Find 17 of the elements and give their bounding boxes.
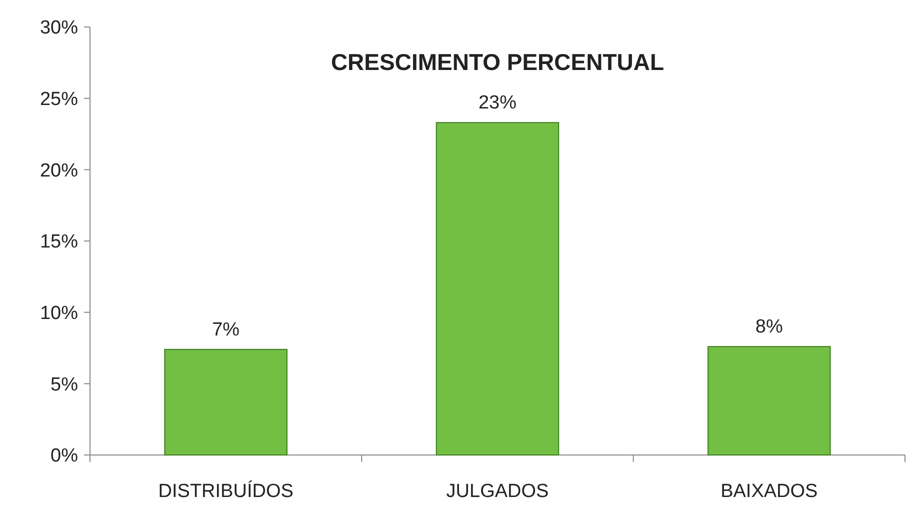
y-tick-label: 15%	[40, 232, 78, 253]
y-tick-label: 10%	[40, 302, 78, 324]
y-tick-label: 0%	[50, 446, 78, 467]
data-label: 23%	[478, 92, 517, 114]
y-tick-label: 30%	[40, 18, 78, 39]
bar	[164, 348, 288, 456]
y-tick-label: 5%	[50, 374, 78, 396]
y-tick-label: 20%	[40, 160, 78, 182]
data-label: 7%	[212, 319, 240, 340]
x-tick-label: DISTRIBUÍDOS	[158, 480, 294, 502]
bar	[708, 346, 831, 456]
data-label: 8%	[755, 316, 783, 338]
y-tick-label: 25%	[40, 88, 78, 110]
x-tick-label: JULGADOS	[446, 481, 549, 502]
x-tick-label: BAIXADOS	[720, 481, 818, 502]
bar	[436, 122, 560, 456]
text: CRESCIMENTO PERCENTUAL	[330, 49, 664, 75]
